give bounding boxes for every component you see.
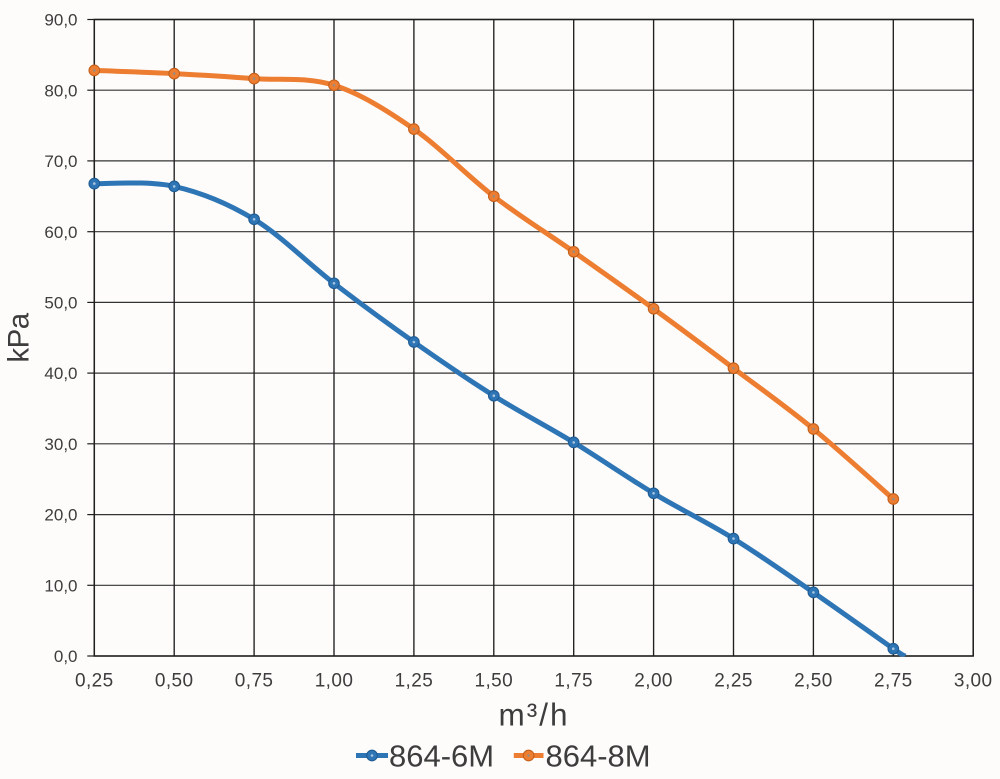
svg-text:2,00: 2,00 [634,671,673,692]
svg-text:10,0: 10,0 [44,576,77,595]
svg-text:90,0: 90,0 [44,11,77,30]
svg-text:40,0: 40,0 [44,364,77,383]
svg-text:50,0: 50,0 [44,294,77,313]
svg-text:kPa: kPa [3,312,36,362]
svg-text:0,75: 0,75 [235,671,274,692]
svg-text:3,00: 3,00 [954,671,993,692]
svg-text:20,0: 20,0 [44,506,77,525]
svg-text:2,25: 2,25 [714,671,753,692]
svg-text:0,25: 0,25 [75,671,114,692]
svg-text:0,0: 0,0 [54,647,78,666]
svg-text:80,0: 80,0 [44,81,77,100]
svg-text:0,50: 0,50 [155,671,194,692]
svg-text:864-8M: 864-8M [546,738,651,773]
svg-text:30,0: 30,0 [44,435,77,454]
svg-text:1,25: 1,25 [395,671,434,692]
svg-text:2,75: 2,75 [874,671,913,692]
svg-text:2,50: 2,50 [794,671,833,692]
svg-text:1,50: 1,50 [475,671,514,692]
svg-text:1,00: 1,00 [315,671,354,692]
svg-text:864-6M: 864-6M [389,738,494,773]
svg-text:m³/h: m³/h [499,697,570,733]
svg-text:60,0: 60,0 [44,223,77,242]
svg-text:70,0: 70,0 [44,152,77,171]
svg-text:1,75: 1,75 [554,671,593,692]
